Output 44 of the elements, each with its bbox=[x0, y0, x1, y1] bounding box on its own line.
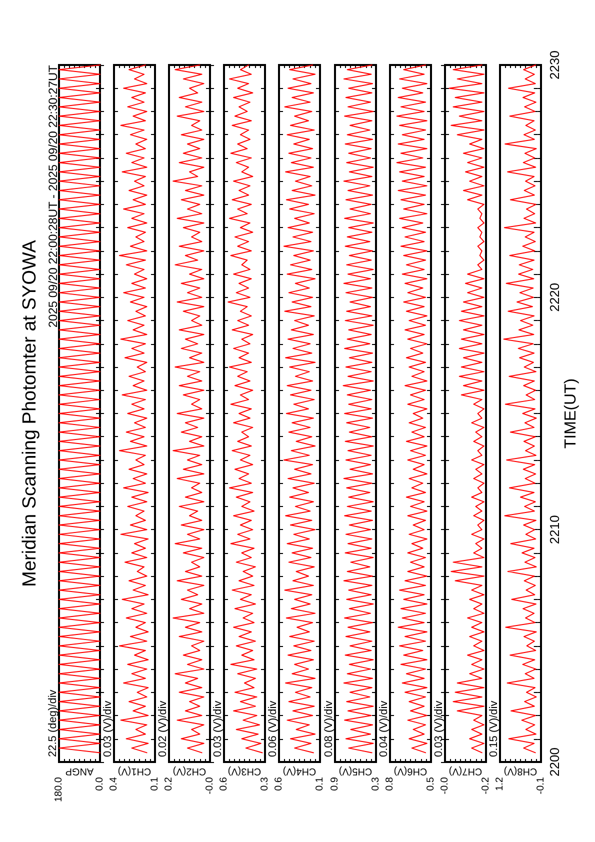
x-tick-label: 0.3 bbox=[370, 776, 381, 791]
x-tick-label: 0.9 bbox=[329, 776, 340, 791]
x-tick-label: 180.0 bbox=[54, 776, 64, 802]
x-tick-label: -0.0 bbox=[204, 776, 216, 794]
x-tick-label: 1.2 bbox=[494, 776, 506, 791]
x-tick-label: -0.1 bbox=[535, 776, 546, 794]
y-axis-title: TIME(UT) bbox=[562, 378, 580, 449]
text: 22.5 (deg)/div bbox=[47, 689, 59, 757]
x-axis-title: ANGP bbox=[65, 766, 94, 776]
text: 0.02 (V)/div bbox=[157, 700, 170, 757]
y-tick-label: 2210 bbox=[546, 515, 562, 544]
x-tick-label: 0.0 bbox=[94, 776, 106, 791]
x-axis-title: CH3(V) bbox=[228, 766, 262, 776]
x-axis-title: CH7(V) bbox=[448, 766, 482, 776]
x-tick-label: 0.1 bbox=[314, 776, 326, 791]
text: Meridian Scanning Photomter at SYOWA bbox=[20, 240, 40, 587]
x-axis-title: CH4(V) bbox=[283, 766, 317, 776]
x-axis-title: CH5(V) bbox=[338, 766, 372, 776]
x-tick-label: 0.8 bbox=[384, 776, 396, 791]
text: 0.15 (V)/div bbox=[488, 700, 500, 757]
text: 0.04 (V)/div bbox=[378, 700, 390, 757]
x-tick-label: 0.3 bbox=[260, 776, 271, 791]
text: 2025 09/20 22:00:28UT - 2025 09/20 22:30:27UT bbox=[46, 64, 60, 328]
text: 0.03 (V)/div bbox=[102, 700, 114, 757]
text: 0.08 (V)/div bbox=[322, 700, 334, 757]
x-tick-label: 0.6 bbox=[218, 776, 230, 791]
y-tick-label: 2220 bbox=[546, 282, 562, 312]
x-tick-label: -0.2 bbox=[480, 776, 492, 794]
x-tick-label: -0.0 bbox=[439, 776, 450, 794]
x-tick-label: 0.2 bbox=[164, 776, 175, 791]
x-axis-title: CH8(V) bbox=[504, 766, 537, 776]
x-tick-label: 0.5 bbox=[425, 776, 436, 791]
y-tick-label: 2230 bbox=[546, 50, 562, 80]
x-axis-title: CH1(V) bbox=[118, 766, 152, 776]
text: 0.03 (V)/div bbox=[212, 700, 224, 757]
x-tick-label: 0.4 bbox=[108, 776, 120, 791]
x-axis-title: CH2(V) bbox=[173, 766, 206, 776]
text: 0.06 (V)/div bbox=[267, 700, 280, 757]
y-tick-label: 2200 bbox=[546, 748, 562, 776]
text: 0.03 (V)/div bbox=[432, 700, 445, 757]
x-tick-label: 0.6 bbox=[274, 776, 285, 791]
line-series bbox=[503, 64, 537, 754]
x-tick-label: 0.1 bbox=[150, 776, 161, 791]
x-axis-title: CH6(V) bbox=[393, 766, 427, 776]
